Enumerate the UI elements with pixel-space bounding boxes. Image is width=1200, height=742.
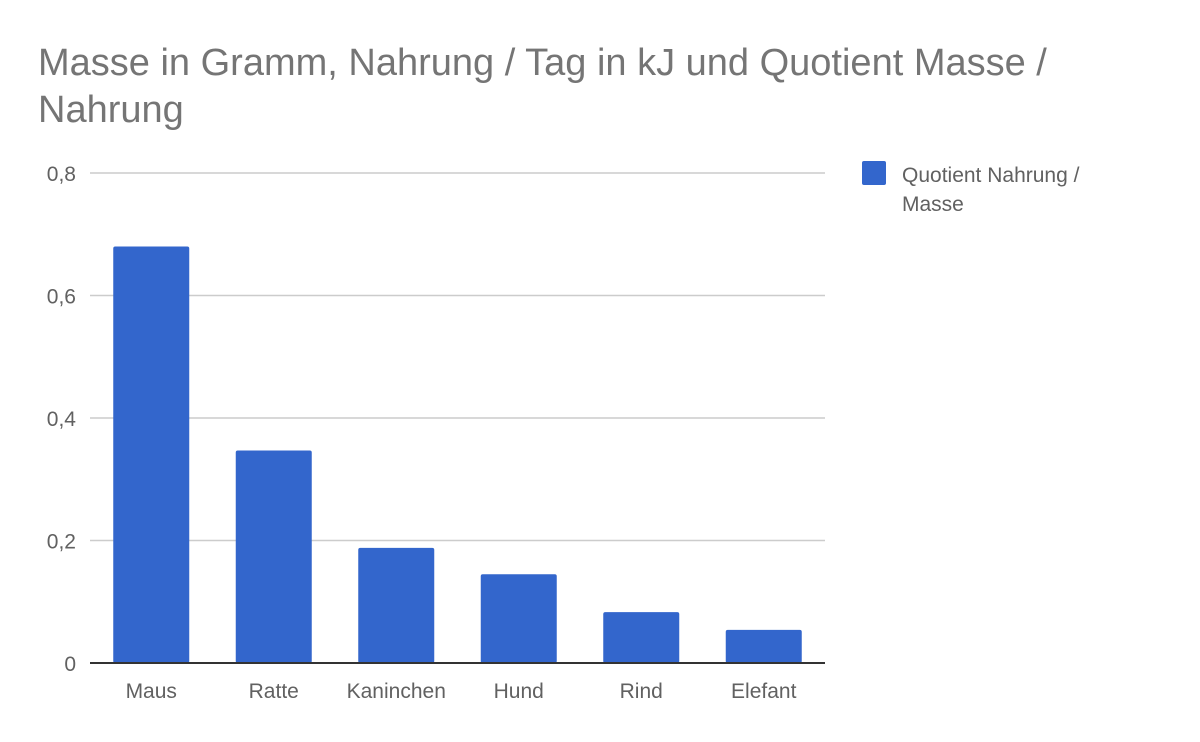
bar-ratte xyxy=(235,450,312,663)
x-tick-label-kaninchen: Kaninchen xyxy=(347,680,446,703)
legend[interactable]: Quotient Nahrung / Masse xyxy=(862,161,1080,216)
chart-title-line-2: Nahrung xyxy=(38,89,184,131)
chart-title: Masse in Gramm, Nahrung / Tag in kJ und … xyxy=(38,42,1047,131)
bar-maus xyxy=(113,246,190,663)
y-tick-label-2: 0,4 xyxy=(47,408,77,431)
x-axis-tick-labels: Maus Ratte Kaninchen Hund Rind Elefant xyxy=(126,680,797,703)
x-tick-label-rind: Rind xyxy=(620,680,663,703)
bar-rind xyxy=(603,612,680,663)
bars xyxy=(113,246,802,663)
gridlines xyxy=(90,172,825,542)
y-tick-label-4: 0,8 xyxy=(47,163,76,186)
bar-kaninchen xyxy=(358,547,435,663)
legend-label-line-1: Quotient Nahrung / xyxy=(902,164,1080,187)
y-axis-tick-labels: 0 0,2 0,4 0,6 0,8 xyxy=(47,163,77,676)
y-tick-label-0: 0 xyxy=(64,653,76,676)
x-tick-label-elefant: Elefant xyxy=(731,680,797,703)
legend-label-line-2: Masse xyxy=(902,193,964,216)
y-tick-label-3: 0,6 xyxy=(47,286,76,309)
x-tick-label-hund: Hund xyxy=(494,680,544,703)
x-tick-label-ratte: Ratte xyxy=(249,680,299,703)
chart-title-line-1: Masse in Gramm, Nahrung / Tag in kJ und … xyxy=(38,42,1047,84)
bar-elefant xyxy=(725,629,802,663)
y-tick-label-1: 0,2 xyxy=(47,531,76,554)
legend-swatch xyxy=(862,161,886,185)
bar-hund xyxy=(480,574,557,663)
x-tick-label-maus: Maus xyxy=(126,680,177,703)
